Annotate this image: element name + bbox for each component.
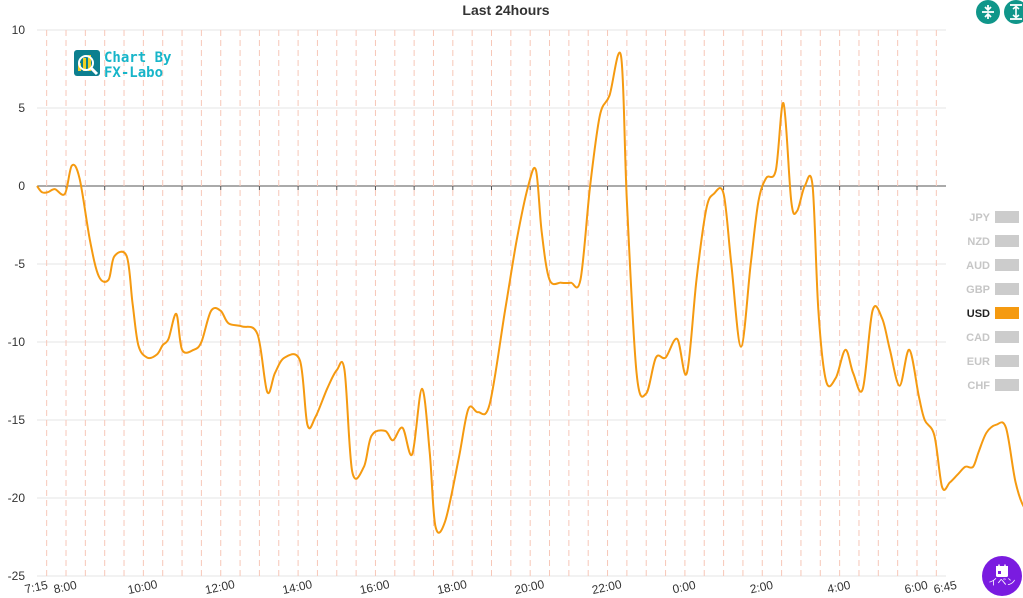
x-tick-label: 10:00 [126, 577, 159, 597]
y-tick-label: 5 [18, 101, 25, 115]
legend-swatch [995, 307, 1019, 319]
y-tick-label: 10 [12, 23, 26, 37]
x-tick-label: 14:00 [281, 577, 314, 597]
y-tick-label: -5 [14, 257, 25, 271]
legend-item-eur[interactable]: EUR [967, 355, 1019, 368]
legend-item-gbp[interactable]: GBP [966, 283, 1019, 296]
legend-swatch [995, 259, 1019, 271]
x-tick-label: 2:00 [749, 578, 775, 597]
x-tick-label: 20:00 [513, 577, 546, 597]
legend-swatch [995, 331, 1019, 343]
event-label: イベン [988, 578, 1016, 588]
zoom-in-button[interactable] [1004, 0, 1023, 24]
legend-label: GBP [966, 284, 990, 296]
y-tick-label: -25 [8, 569, 26, 583]
y-tick-label: -20 [8, 491, 26, 505]
legend-item-jpy[interactable]: JPY [969, 211, 1019, 224]
x-tick-label: 7:15 [23, 578, 49, 597]
legend-item-nzd[interactable]: NZD [967, 235, 1019, 248]
calendar-icon [996, 564, 1008, 577]
x-tick-label: 22:00 [591, 577, 624, 597]
legend-item-aud[interactable]: AUD [966, 259, 1019, 272]
event-button[interactable]: イベン [982, 556, 1022, 596]
logo: Chart By FX-Labo [74, 50, 172, 81]
legend-swatch [995, 283, 1019, 295]
x-tick-label: 18:00 [436, 577, 469, 597]
legend-swatch [995, 211, 1019, 223]
x-tick-label: 6:45 [932, 578, 958, 597]
legend-label: CHF [967, 380, 990, 392]
x-tick-label: 12:00 [204, 577, 237, 597]
chart-title: Last 24hours [462, 2, 549, 18]
x-tick-label: 16:00 [358, 577, 391, 597]
logo-line1: Chart By [104, 50, 172, 66]
series-line-usd [36, 51, 1023, 534]
legend-item-chf[interactable]: CHF [967, 379, 1019, 392]
x-tick-label: 0:00 [671, 578, 697, 597]
legend-label: AUD [966, 260, 990, 272]
collapse-vertical-icon [982, 5, 994, 19]
legend-label: NZD [967, 236, 990, 248]
logo-line2: FX-Labo [104, 65, 163, 81]
x-tick-label: 4:00 [826, 578, 852, 597]
zoom-out-button[interactable] [976, 0, 1000, 24]
expand-vertical-icon [1010, 4, 1022, 20]
legend-label: EUR [967, 356, 990, 368]
x-tick-label: 8:00 [52, 578, 78, 597]
legend-label: CAD [966, 332, 990, 344]
legend-swatch [995, 235, 1019, 247]
legend-swatch [995, 379, 1019, 391]
legend: JPY NZD AUD GBP USD CAD EUR CHF [966, 211, 1019, 392]
legend-item-usd[interactable]: USD [967, 307, 1019, 320]
legend-label: USD [967, 308, 990, 320]
y-tick-label: -10 [8, 335, 26, 349]
magnifier-chart-icon [74, 50, 100, 76]
axis-layer: 10 5 0 -5 -10 -15 -20 -257:15 8:00 10:00 12:00 14:0… [8, 23, 959, 597]
y-tick-label: 0 [18, 179, 25, 193]
y-tick-label: -15 [8, 413, 26, 427]
legend-item-cad[interactable]: CAD [966, 331, 1019, 344]
series-layer [36, 51, 1023, 534]
grid-layer [37, 29, 946, 577]
x-tick-label: 6:00 [903, 578, 929, 597]
legend-label: JPY [969, 212, 990, 224]
legend-swatch [995, 355, 1019, 367]
